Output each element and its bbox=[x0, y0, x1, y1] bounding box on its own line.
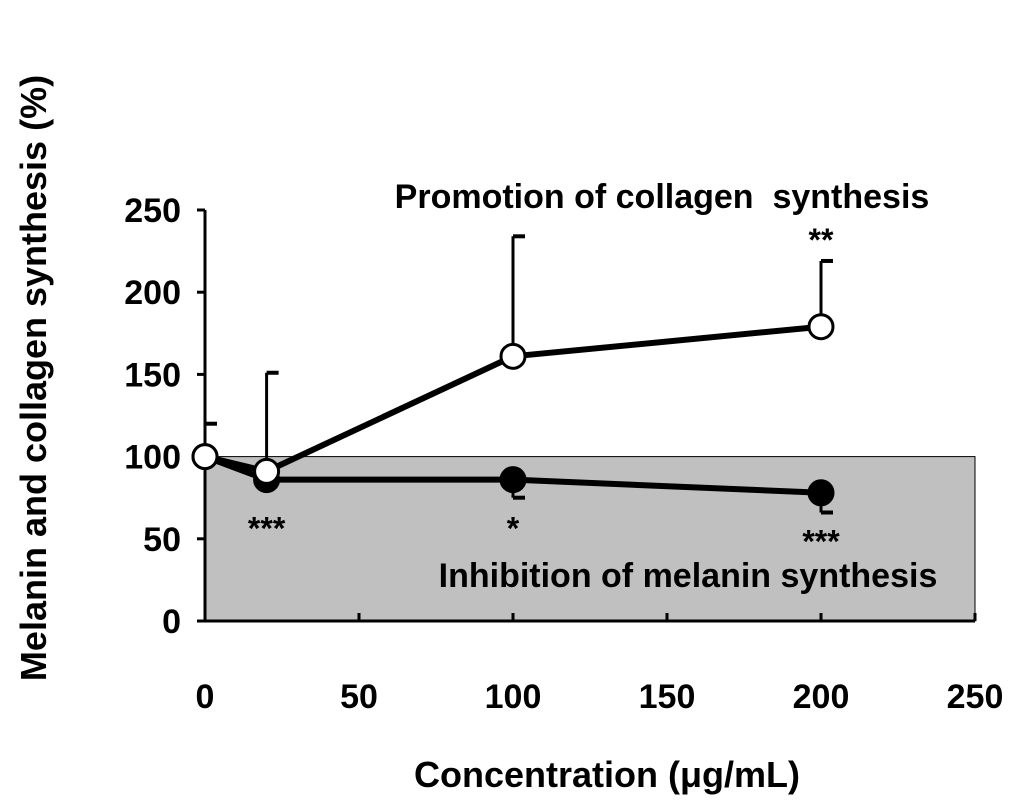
filled-marker bbox=[499, 466, 527, 494]
y-axis-title: Melanin and collagen synthesis (%) bbox=[13, 75, 54, 681]
x-tick-label: 150 bbox=[639, 678, 696, 716]
y-tick-label: 200 bbox=[124, 274, 181, 312]
x-tick-label: 100 bbox=[485, 678, 542, 716]
annotation-collagen: Promotion of collagen synthesis bbox=[395, 178, 930, 216]
x-tick-label: 50 bbox=[340, 678, 378, 716]
y-tick-label: 150 bbox=[124, 356, 181, 394]
y-tick-label: 0 bbox=[162, 603, 181, 641]
y-tick-label: 100 bbox=[124, 439, 181, 477]
annotation-melanin: Inhibition of melanin synthesis bbox=[439, 557, 938, 595]
x-tick-label: 250 bbox=[947, 678, 1004, 716]
significance-label: ** bbox=[809, 222, 834, 258]
x-axis-title: Concentration (μg/mL) bbox=[414, 754, 800, 795]
y-tick-label: 250 bbox=[124, 192, 181, 230]
series-layer: *** * ***** bbox=[191, 222, 840, 559]
series-line bbox=[204, 323, 822, 475]
series-0: ** bbox=[191, 222, 835, 485]
annotations: Promotion of collagen synthesis Inhibiti… bbox=[395, 178, 938, 595]
series-line bbox=[203, 453, 822, 496]
significance-label: *** bbox=[248, 510, 286, 546]
open-marker bbox=[191, 443, 219, 471]
open-marker bbox=[807, 313, 835, 341]
significance-label: *** bbox=[802, 523, 840, 559]
open-marker bbox=[253, 457, 281, 485]
significance-label: * bbox=[507, 510, 520, 546]
axes bbox=[203, 210, 975, 623]
x-tick-label: 0 bbox=[196, 678, 215, 716]
x-tick-label: 200 bbox=[793, 678, 850, 716]
ticks: 0 50 100 150 200 250 0 50 100 150 200 250 bbox=[124, 192, 1003, 716]
y-tick-label: 50 bbox=[143, 521, 181, 559]
open-marker bbox=[499, 342, 527, 370]
filled-marker bbox=[807, 479, 835, 507]
